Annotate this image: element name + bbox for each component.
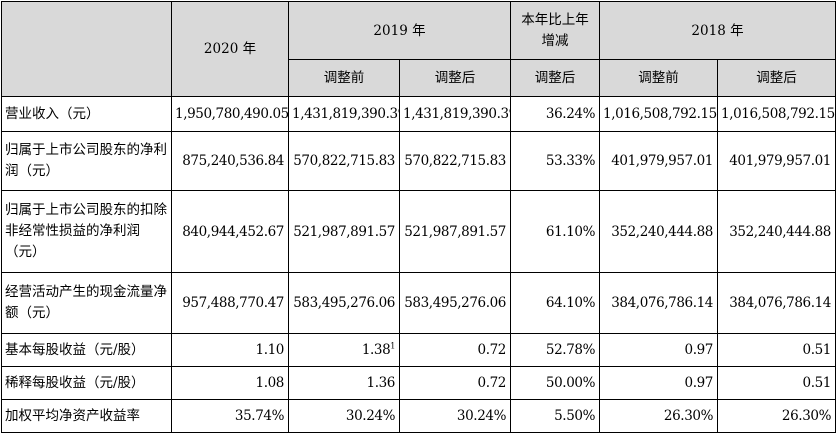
cell-change: 61.10%	[510, 190, 600, 273]
cell-2018-after: 401,979,957.01	[717, 131, 836, 191]
table-row-net-profit-deducted: 归属于上市公司股东的扣除非经常性损益的净利润（元） 840,944,452.67…	[1, 190, 836, 273]
footnote-marker: 1	[390, 341, 395, 351]
cell-2018-before: 26.30%	[599, 399, 718, 433]
header-change: 本年比上年 增减	[510, 1, 600, 60]
cell-change: 53.33%	[510, 131, 600, 191]
header-2018-after: 调整后	[717, 59, 836, 97]
cell-2018-before: 384,076,786.14	[599, 272, 718, 334]
row-label: 归属于上市公司股东的扣除非经常性损益的净利润（元）	[1, 190, 172, 273]
header-change-after: 调整后	[510, 59, 600, 97]
cell-2019-after: 521,987,891.57	[399, 190, 511, 273]
table-row-diluted-eps: 稀释每股收益（元/股） 1.08 1.36 0.72 50.00% 0.97 0…	[1, 366, 836, 400]
header-change-line1: 本年比上年	[521, 11, 589, 28]
cell-2018-before: 0.97	[599, 333, 718, 367]
header-2019: 2019 年	[288, 1, 511, 60]
table-row-weighted-roe: 加权平均净资产收益率 35.74% 30.24% 30.24% 5.50% 26…	[1, 399, 836, 433]
cell-change: 64.10%	[510, 272, 600, 334]
row-label: 加权平均净资产收益率	[1, 399, 172, 433]
header-row-sub: 调整前 调整后 调整后 调整前 调整后	[2, 59, 836, 97]
row-label: 基本每股收益（元/股）	[1, 333, 172, 367]
cell-2018-before: 0.97	[599, 366, 718, 400]
cell-2020: 35.74%	[171, 399, 289, 433]
cell-2019-after: 583,495,276.06	[399, 272, 511, 334]
header-change-line2: 增减	[541, 32, 569, 49]
cell-change: 50.00%	[510, 366, 600, 400]
cell-change: 36.24%	[510, 96, 600, 132]
header-2018: 2018 年	[599, 1, 836, 60]
cell-2019-after: 1,431,819,390.39	[399, 96, 511, 132]
header-item-cell	[1, 1, 172, 97]
header-2019-before: 调整前	[288, 59, 400, 97]
cell-2018-before: 352,240,444.88	[599, 190, 718, 273]
cell-2020: 957,488,770.47	[171, 272, 289, 334]
row-label: 营业收入（元）	[1, 96, 172, 132]
cell-change: 52.78%	[510, 333, 600, 367]
cell-2018-after: 352,240,444.88	[717, 190, 836, 273]
cell-2020: 840,944,452.67	[171, 190, 289, 273]
cell-2020: 1.10	[171, 333, 289, 367]
cell-2018-before: 1,016,508,792.15	[599, 96, 718, 132]
cell-2019-before: 30.24%	[288, 399, 400, 433]
cell-2020: 1,950,780,490.05	[171, 96, 289, 132]
cell-2019-before: 583,495,276.06	[288, 272, 400, 334]
cell-2019-before: 1.36	[288, 366, 400, 400]
header-2020: 2020 年	[171, 1, 289, 97]
cell-2019-before: 570,822,715.83	[288, 131, 400, 191]
header-row-top: 2020 年 2019 年 本年比上年 增减 2018 年	[1, 1, 836, 97]
table-row-basic-eps: 基本每股收益（元/股） 1.10 1.381 0.72 52.78% 0.97 …	[1, 333, 836, 367]
header-2018-before: 调整前	[599, 59, 718, 97]
cell-2019-before-value: 1.38	[361, 342, 391, 358]
cell-2019-before: 1.381	[288, 333, 400, 367]
cell-2018-after: 0.51	[717, 366, 836, 400]
cell-2018-after: 0.51	[717, 333, 836, 367]
table-row-operating-cash-flow: 经营活动产生的现金流量净额（元） 957,488,770.47 583,495,…	[1, 272, 836, 334]
header-2019-after: 调整后	[399, 59, 511, 97]
cell-change: 5.50%	[510, 399, 600, 433]
row-label: 归属于上市公司股东的净利润（元）	[1, 131, 172, 191]
cell-2019-after: 0.72	[399, 366, 511, 400]
row-label: 经营活动产生的现金流量净额（元）	[1, 272, 172, 334]
cell-2019-after: 570,822,715.83	[399, 131, 511, 191]
cell-2019-before: 521,987,891.57	[288, 190, 400, 273]
row-label: 稀释每股收益（元/股）	[1, 366, 172, 400]
cell-2018-after: 26.30%	[717, 399, 836, 433]
cell-2018-after: 384,076,786.14	[717, 272, 836, 334]
table-row-revenue: 营业收入（元） 1,950,780,490.05 1,431,819,390.3…	[1, 96, 836, 132]
cell-2019-after: 0.72	[399, 333, 511, 367]
cell-2018-before: 401,979,957.01	[599, 131, 718, 191]
cell-2020: 875,240,536.84	[171, 131, 289, 191]
cell-2018-after: 1,016,508,792.15	[717, 96, 836, 132]
cell-2020: 1.08	[171, 366, 289, 400]
cell-2019-after: 30.24%	[399, 399, 511, 433]
cell-2019-before: 1,431,819,390.39	[288, 96, 400, 132]
table-row-net-profit: 归属于上市公司股东的净利润（元） 875,240,536.84 570,822,…	[1, 131, 836, 191]
